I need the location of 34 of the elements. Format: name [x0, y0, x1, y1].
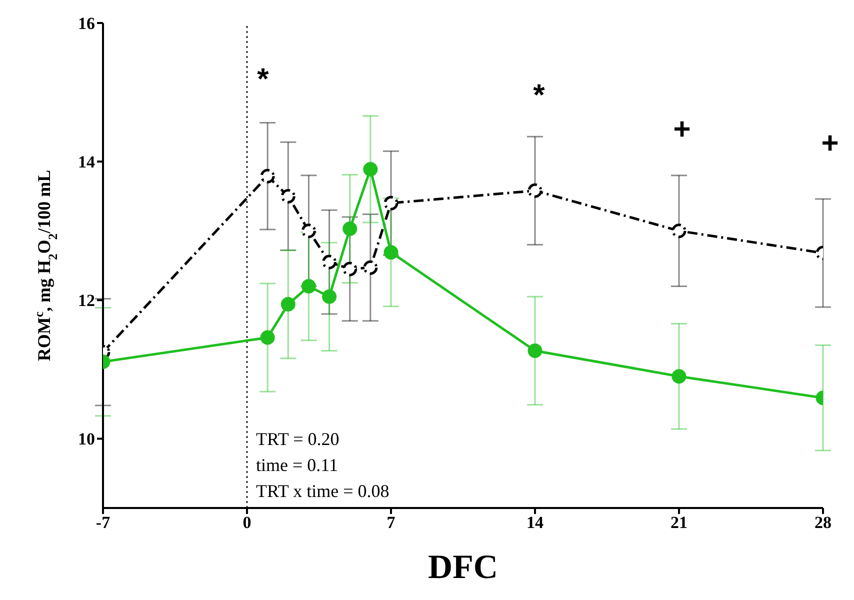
point — [260, 168, 275, 184]
point — [342, 262, 358, 276]
point — [280, 297, 296, 312]
annotation: * — [533, 79, 545, 112]
point — [528, 343, 542, 358]
point — [363, 260, 378, 275]
x-tick-label: 21 — [670, 513, 688, 532]
x-tick-label: 28 — [814, 513, 832, 532]
point — [322, 254, 337, 270]
point — [301, 279, 316, 294]
point — [280, 188, 296, 204]
annotation: time = 0.11 — [256, 454, 339, 477]
x-tick-label: 0 — [242, 513, 252, 532]
annotation: * — [257, 63, 269, 96]
point — [384, 245, 398, 260]
annotation: + — [673, 113, 691, 146]
point — [384, 196, 398, 210]
x-axis-title: DFC — [428, 549, 498, 586]
x-tick-label: 7 — [386, 513, 396, 532]
y-tick-label: 12 — [78, 291, 95, 310]
annotation: TRT x time = 0.08 — [256, 480, 390, 503]
y-tick-label: 14 — [78, 152, 96, 172]
point — [322, 289, 337, 304]
annotation: TRT = 0.20 — [256, 428, 340, 451]
x-tick-label: 14 — [526, 513, 544, 532]
annotation: + — [821, 127, 839, 160]
point — [342, 222, 358, 236]
y-tick-label: 16 — [78, 14, 95, 34]
y-tick-label: 10 — [78, 430, 95, 449]
point — [301, 224, 316, 238]
point — [363, 162, 378, 176]
point — [260, 330, 275, 345]
x-tick-label: -7 — [96, 513, 111, 532]
point — [528, 183, 542, 198]
